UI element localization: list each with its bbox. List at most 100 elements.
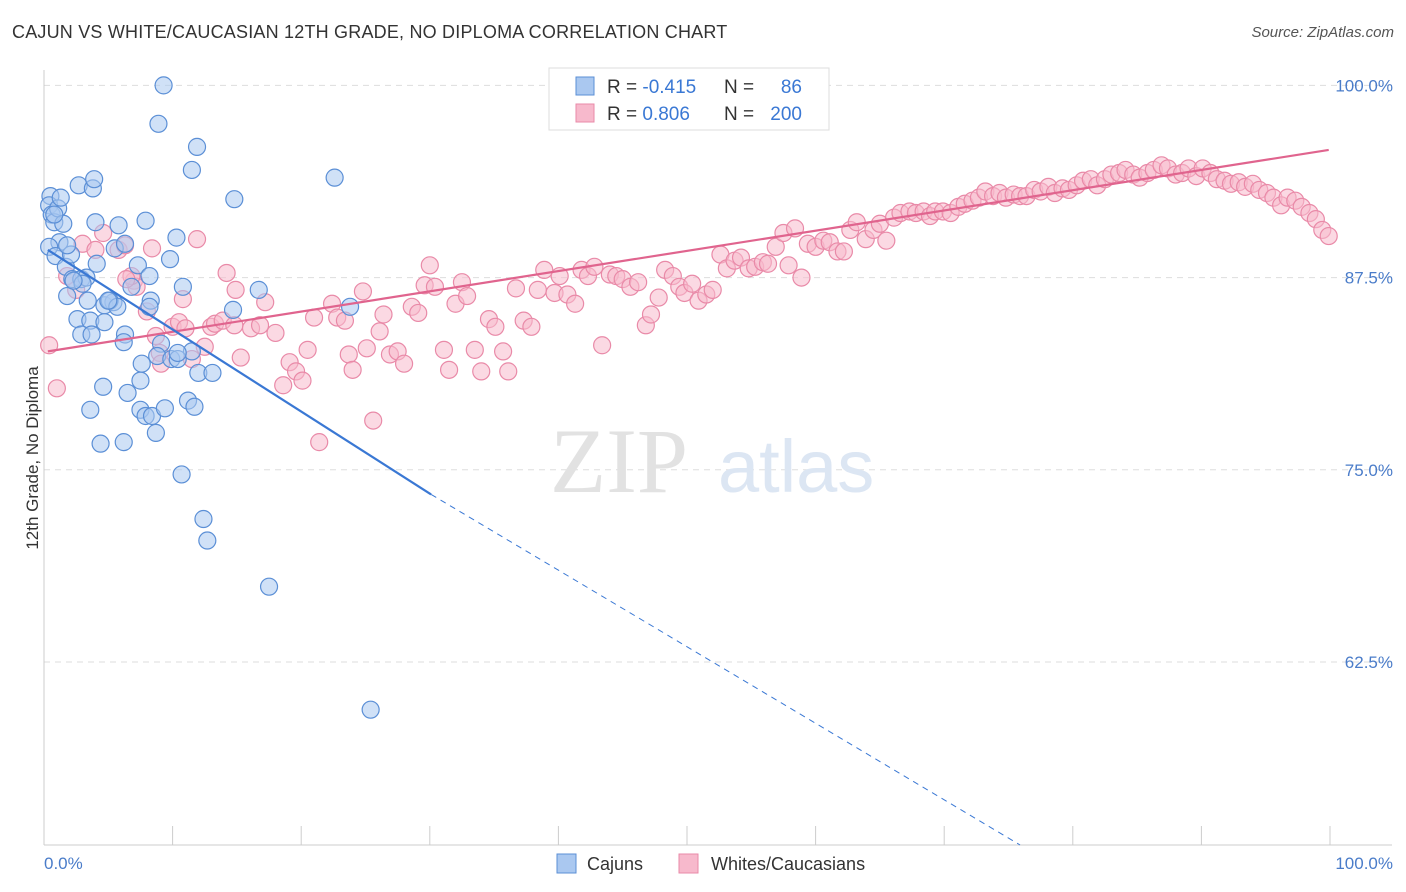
point-whites-caucasians <box>486 317 505 336</box>
point-whites-caucasians <box>683 274 702 293</box>
source-label: Source: ZipAtlas.com <box>1251 24 1394 41</box>
point-cajuns <box>160 250 180 269</box>
point-cajuns <box>249 280 268 299</box>
point-cajuns <box>114 333 133 352</box>
trendline-cajuns-extension <box>430 493 1021 846</box>
point-cajuns <box>128 256 147 275</box>
point-whites-caucasians <box>274 376 293 395</box>
point-whites-caucasians <box>225 316 244 335</box>
point-whites-caucasians <box>217 263 236 283</box>
legend-n-value-cajuns: 86 <box>781 77 802 98</box>
point-whites-caucasians <box>409 303 428 323</box>
tick-labels: 100.0% 87.5% 75.0% 62.5% 0.0% 100.0% <box>44 76 1393 873</box>
point-cajuns <box>122 277 141 296</box>
legend-bottom-swatch-cajuns <box>556 853 577 874</box>
point-cajuns <box>64 271 83 290</box>
point-whites-caucasians <box>364 411 383 430</box>
point-whites-caucasians <box>629 273 648 292</box>
point-whites-caucasians <box>472 362 491 381</box>
point-whites-caucasians <box>231 348 250 367</box>
point-cajuns <box>136 211 155 230</box>
point-cajuns <box>259 577 279 596</box>
point-cajuns <box>45 205 64 224</box>
point-cajuns <box>194 509 213 529</box>
point-whites-caucasians <box>425 277 445 296</box>
point-whites-caucasians <box>339 345 358 364</box>
point-cajuns <box>109 216 128 235</box>
point-cajuns <box>155 399 174 418</box>
point-cajuns <box>118 383 137 403</box>
legend-top-box <box>548 67 830 131</box>
legend-swatch-whites <box>575 103 595 123</box>
point-whites-caucasians <box>374 305 393 324</box>
point-whites-caucasians <box>792 268 811 287</box>
point-whites-caucasians <box>298 340 317 359</box>
point-cajuns <box>82 325 101 344</box>
trendline-cajuns <box>47 248 432 496</box>
point-whites-caucasians <box>779 256 798 275</box>
point-cajuns <box>185 397 204 416</box>
legend-bottom-swatch-whites <box>678 853 699 874</box>
point-whites-caucasians <box>834 242 853 261</box>
point-cajuns <box>86 213 105 232</box>
point-cajuns <box>85 170 104 189</box>
point-cajuns <box>58 286 77 306</box>
legend-r-label-cajuns: R = <box>607 77 642 98</box>
point-whites-caucasians <box>593 336 612 355</box>
legend-bottom: Cajuns Whites/Caucasians <box>556 853 865 874</box>
series-whites-caucasians <box>40 156 1338 452</box>
legend-n-value-whites: 200 <box>770 104 802 125</box>
trend-lines <box>47 148 1329 846</box>
point-whites-caucasians <box>641 305 661 324</box>
legend-r-value-whites: 0.806 <box>642 104 690 125</box>
point-whites-caucasians <box>522 317 541 336</box>
point-whites-caucasians <box>293 371 312 390</box>
legend-n-label-whites: N = <box>724 104 754 125</box>
point-cajuns <box>168 343 187 363</box>
point-whites-caucasians <box>494 342 513 361</box>
chart-title: CAJUN VS WHITE/CAUCASIAN 12TH GRADE, NO … <box>12 22 728 42</box>
point-cajuns <box>187 137 207 156</box>
point-whites-caucasians <box>394 354 414 373</box>
trendline-whites-caucasians <box>47 148 1329 353</box>
point-whites-caucasians <box>758 254 778 273</box>
point-whites-caucasians <box>266 323 285 343</box>
legend-bottom-label-whites: Whites/Caucasians <box>711 854 865 874</box>
point-cajuns <box>131 371 150 390</box>
point-whites-caucasians <box>353 282 373 301</box>
watermark: ZIP atlas <box>550 410 874 512</box>
legend-top: R = -0.415 N = 86 R = 0.806 N = 200 <box>548 67 830 131</box>
x-tick-label-1: 100.0% <box>1335 854 1393 873</box>
point-whites-caucasians <box>703 280 722 299</box>
point-whites-caucasians <box>310 433 329 452</box>
point-cajuns <box>78 291 97 310</box>
point-whites-caucasians <box>465 340 484 359</box>
point-cajuns <box>58 236 77 255</box>
legend-r-label-whites: R = <box>607 104 642 125</box>
point-cajuns <box>115 234 135 253</box>
legend-n-label-cajuns: N = <box>724 77 754 98</box>
point-cajuns <box>340 297 360 316</box>
point-cajuns <box>167 228 186 247</box>
point-whites-caucasians <box>1319 226 1338 246</box>
point-whites-caucasians <box>226 280 245 299</box>
point-cajuns <box>94 377 113 396</box>
point-cajuns <box>99 291 118 310</box>
point-cajuns <box>114 433 133 452</box>
point-cajuns <box>140 266 159 286</box>
point-whites-caucasians <box>250 316 270 335</box>
point-whites-caucasians <box>566 294 585 313</box>
watermark-zip: ZIP <box>550 410 688 512</box>
svg-text:R = -0.415: R = -0.415 <box>607 77 696 98</box>
point-whites-caucasians <box>439 360 459 379</box>
y-axis-label: 12th Grade, No Diploma <box>23 366 42 550</box>
point-cajuns <box>173 277 192 296</box>
point-cajuns <box>154 76 173 95</box>
point-whites-caucasians <box>343 360 362 379</box>
point-whites-caucasians <box>370 322 389 341</box>
y-tick-label-0: 100.0% <box>1335 76 1393 95</box>
point-cajuns <box>87 254 106 273</box>
svg-text:R = 0.806: R = 0.806 <box>607 104 690 125</box>
point-cajuns <box>182 160 201 180</box>
